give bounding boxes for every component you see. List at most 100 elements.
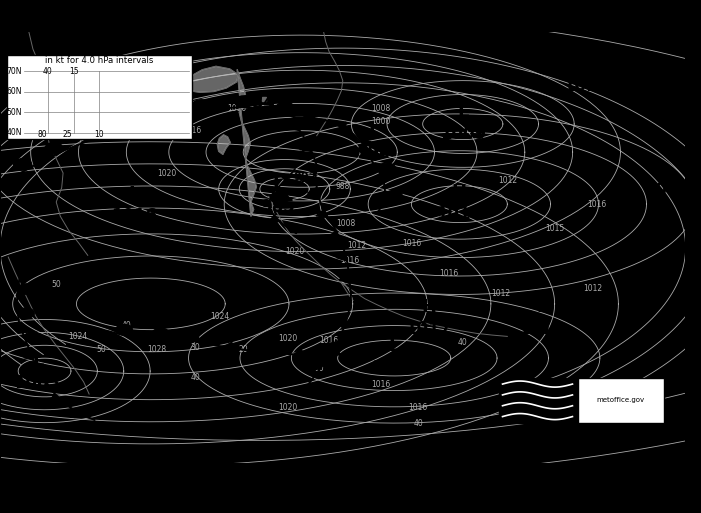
Text: 40: 40: [43, 67, 53, 75]
Text: L: L: [301, 149, 309, 162]
Polygon shape: [329, 349, 341, 355]
Text: 40N: 40N: [6, 128, 22, 137]
Polygon shape: [36, 374, 45, 380]
Text: 10: 10: [95, 130, 104, 140]
Text: 1009: 1009: [440, 125, 486, 143]
Text: 1012: 1012: [371, 359, 417, 377]
Polygon shape: [336, 252, 347, 261]
Text: 80: 80: [38, 130, 48, 140]
Text: 1016: 1016: [111, 207, 157, 225]
Text: 1015: 1015: [519, 320, 564, 338]
Circle shape: [45, 143, 63, 154]
Text: H: H: [421, 298, 436, 316]
Text: 1000: 1000: [371, 117, 390, 126]
Text: 1008: 1008: [371, 104, 390, 113]
Text: L: L: [536, 298, 547, 316]
Text: 1017: 1017: [405, 320, 451, 338]
Text: 1020: 1020: [157, 169, 176, 179]
Text: L: L: [128, 185, 139, 203]
Circle shape: [116, 117, 134, 128]
Circle shape: [25, 332, 41, 342]
Text: 1028: 1028: [147, 345, 166, 354]
Polygon shape: [217, 135, 231, 154]
Polygon shape: [306, 165, 317, 174]
Bar: [578, 378, 664, 423]
Text: 1012: 1012: [491, 288, 510, 298]
Polygon shape: [294, 349, 306, 355]
Polygon shape: [326, 342, 338, 350]
Text: 985: 985: [260, 198, 295, 216]
Text: 1030: 1030: [118, 300, 163, 318]
Text: 40: 40: [458, 339, 468, 347]
Text: 994: 994: [356, 144, 391, 162]
Circle shape: [14, 159, 32, 170]
Text: 1016: 1016: [340, 256, 360, 265]
Text: H: H: [133, 279, 148, 297]
Circle shape: [271, 192, 288, 204]
Text: 1015: 1015: [545, 224, 565, 232]
Text: 70N: 70N: [6, 67, 22, 75]
Text: L: L: [388, 337, 400, 355]
Bar: [499, 378, 578, 423]
Text: L: L: [457, 103, 468, 121]
Polygon shape: [224, 342, 235, 349]
Text: 992: 992: [293, 172, 317, 182]
Polygon shape: [269, 215, 280, 222]
Polygon shape: [300, 144, 312, 151]
Polygon shape: [50, 394, 60, 400]
Text: 40: 40: [122, 321, 132, 330]
Polygon shape: [340, 298, 350, 306]
Text: 1024: 1024: [210, 312, 229, 321]
Polygon shape: [190, 336, 200, 343]
Polygon shape: [316, 210, 328, 218]
Text: 1016: 1016: [409, 403, 428, 412]
Circle shape: [192, 100, 210, 111]
Circle shape: [235, 96, 252, 107]
Text: 1012: 1012: [583, 284, 603, 293]
Circle shape: [18, 308, 34, 319]
Text: 984: 984: [240, 94, 275, 112]
Text: 1020: 1020: [278, 334, 297, 343]
Text: 1018: 1018: [563, 77, 609, 95]
Text: 1016: 1016: [371, 380, 390, 388]
Text: 1020: 1020: [285, 247, 304, 256]
Polygon shape: [339, 275, 350, 284]
Text: 1016: 1016: [402, 239, 421, 248]
Text: metoffice.gov: metoffice.gov: [597, 398, 645, 403]
Circle shape: [80, 129, 97, 140]
Polygon shape: [308, 188, 319, 196]
Polygon shape: [361, 141, 372, 147]
Polygon shape: [365, 346, 376, 352]
Text: 30: 30: [191, 343, 200, 352]
Text: 1016: 1016: [440, 269, 458, 278]
Text: 1016: 1016: [587, 200, 606, 209]
Text: 1016: 1016: [320, 336, 339, 345]
Polygon shape: [328, 231, 340, 239]
Text: 1010: 1010: [227, 104, 246, 113]
Text: 1024: 1024: [68, 332, 87, 341]
Polygon shape: [259, 347, 270, 352]
Text: 40: 40: [414, 419, 423, 427]
Polygon shape: [335, 320, 347, 328]
Polygon shape: [24, 353, 33, 360]
Text: 1016: 1016: [182, 126, 202, 135]
Text: 1017: 1017: [436, 205, 482, 223]
Text: 50: 50: [51, 280, 61, 289]
Text: 50: 50: [97, 345, 107, 354]
Text: 50N: 50N: [6, 108, 22, 116]
Text: 40: 40: [191, 373, 200, 382]
Circle shape: [18, 284, 34, 294]
Text: L: L: [368, 122, 379, 141]
Text: 1020: 1020: [278, 403, 297, 412]
Text: L: L: [32, 352, 43, 370]
Circle shape: [276, 102, 294, 113]
Text: L: L: [580, 55, 592, 73]
Bar: [7, 54, 192, 139]
Polygon shape: [74, 411, 83, 418]
Text: 988: 988: [336, 182, 350, 191]
Circle shape: [153, 328, 169, 339]
Text: 25: 25: [62, 130, 72, 140]
Text: in kt for 4.0 hPa intervals: in kt for 4.0 hPa intervals: [46, 56, 154, 65]
Text: 10: 10: [314, 364, 324, 373]
Text: 15: 15: [69, 67, 79, 75]
